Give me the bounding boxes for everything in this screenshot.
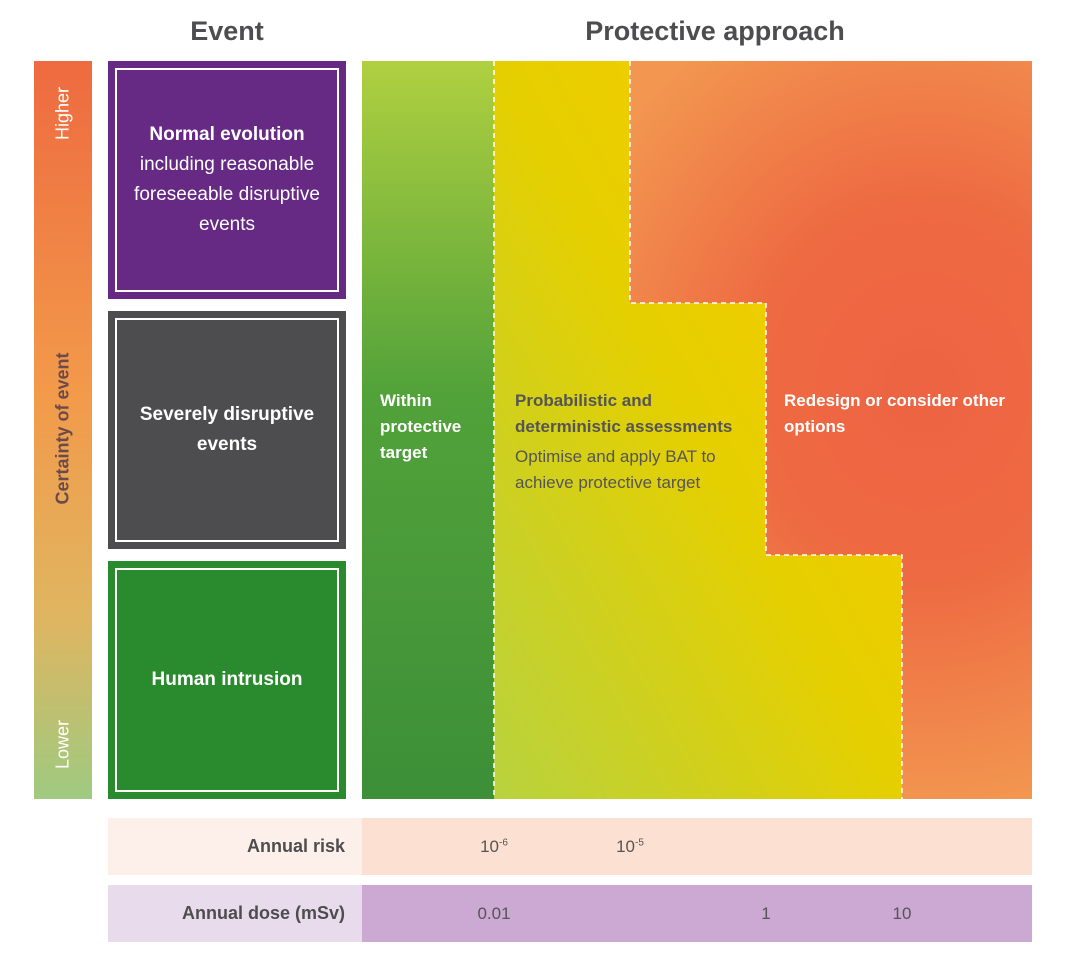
event-normal-evolution-title: Normal evolution [149,124,305,145]
certainty-lower-label: Lower [52,719,73,770]
zone-within-target-fill [362,61,494,799]
annual-dose-tick: 10 [892,903,912,923]
zone-staircase-dashed [629,61,903,799]
protective-approach-header: Protective approach [585,16,845,46]
annual-risk-tick: 10-5 [616,837,644,857]
event-header: Event [190,16,264,46]
zone-redesign-title: Redesign or consider other options [784,391,1006,436]
event-normal-evolution: Normal evolution including reasonable fo… [108,61,346,299]
zone-assessment-title: Probabilistic and deterministic assessme… [515,391,733,436]
zone-redesign-label: Redesign or consider other options [784,388,1024,440]
annual-risk-tick-base: 10 [616,836,636,856]
zone-within-target-label: Within protective target [380,388,480,466]
certainty-higher-label: Higher [52,86,73,141]
event-human-intrusion: Human intrusion [108,561,346,799]
zone-assessment-shape [362,61,903,799]
annual-risk-tick-base: 10 [480,836,500,856]
event-severely-disruptive-inner: Severely disruptive events [115,318,339,542]
zone-assessment-fill [494,61,902,799]
annual-risk-label: Annual risk [108,818,362,875]
certainty-axis-label: Certainty of event [52,352,73,505]
event-severely-disruptive: Severely disruptive events [108,311,346,549]
annual-dose-tick: 0.01 [477,903,511,923]
event-normal-evolution-subtitle: including reasonable foreseeable disrupt… [134,154,320,235]
annual-risk-tick-exp: -6 [499,836,508,848]
event-severely-disruptive-title: Severely disruptive events [139,404,315,455]
annual-dose-tick: 1 [761,903,771,923]
annual-risk-row: Annual risk 10-6 10-5 [108,818,1032,875]
protective-approach-panel: Within protective target Probabilistic a… [362,61,1032,799]
zone-assessment-label: Probabilistic and deterministic assessme… [515,388,755,496]
annual-risk-track: 10-6 10-5 [362,818,1032,875]
certainty-axis-bar: Higher Certainty of event Lower [34,61,92,799]
annual-risk-tick: 10-6 [480,837,508,857]
zone-within-target-title: Within protective target [380,391,462,462]
zone-assessment-subtitle: Optimise and apply BAT to achieve protec… [515,447,716,492]
annual-dose-label: Annual dose (mSv) [108,885,362,942]
event-human-intrusion-title: Human intrusion [151,669,303,690]
event-normal-evolution-inner: Normal evolution including reasonable fo… [115,68,339,292]
annual-dose-row: Annual dose (mSv) 0.01 1 10 [108,885,1032,942]
annual-dose-track: 0.01 1 10 [362,885,1032,942]
event-human-intrusion-inner: Human intrusion [115,568,339,792]
annual-risk-tick-exp: -5 [635,836,644,848]
